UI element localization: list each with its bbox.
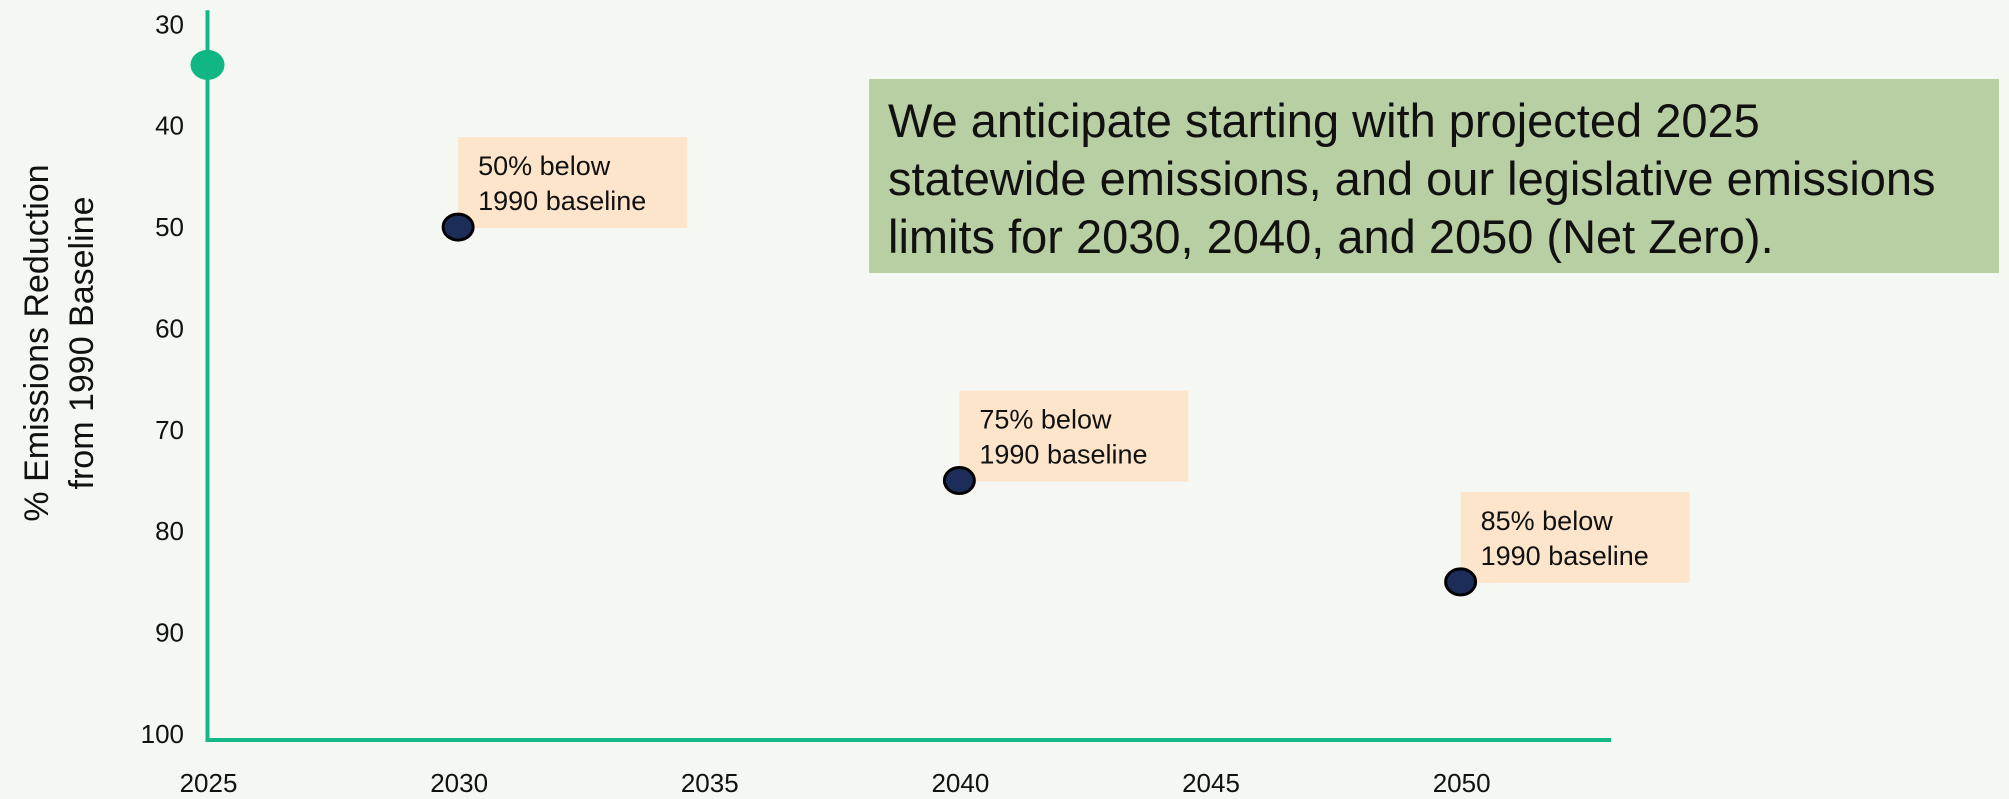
note-box xyxy=(869,79,1999,273)
x-tick-label: 2030 xyxy=(430,768,488,798)
annotation-text: 1990 baseline xyxy=(1481,541,1649,571)
annotation-box xyxy=(1460,491,1690,583)
x-tick-label: 2035 xyxy=(681,768,739,798)
y-tick-label: 60 xyxy=(155,313,184,343)
annotation-text: 1990 baseline xyxy=(979,440,1147,470)
note-text: statewide emissions, and our legislative… xyxy=(888,152,1936,205)
x-tick-label: 2050 xyxy=(1433,768,1491,798)
data-point xyxy=(1444,567,1478,597)
data-point xyxy=(190,49,225,80)
annotation-text: 85% below xyxy=(1481,506,1614,536)
data-point xyxy=(441,212,475,242)
annotation-text: 1990 baseline xyxy=(478,186,646,216)
y-tick-label: 80 xyxy=(155,516,184,546)
note-text: We anticipate starting with projected 20… xyxy=(888,94,1760,147)
y-tick-label: 70 xyxy=(155,415,184,445)
y-axis-label: from 1990 Baseline xyxy=(63,197,101,490)
annotation-box xyxy=(959,390,1189,482)
y-tick-label: 100 xyxy=(141,719,184,749)
y-tick-label: 30 xyxy=(155,9,184,39)
annotation-text: 50% below xyxy=(478,151,611,181)
x-tick-label: 2025 xyxy=(180,768,238,798)
annotation-box xyxy=(458,137,688,229)
y-axis-label: % Emissions Reduction xyxy=(18,164,56,521)
note-text: limits for 2030, 2040, and 2050 (Net Zer… xyxy=(888,210,1774,263)
x-tick-label: 2040 xyxy=(931,768,989,798)
y-tick-label: 90 xyxy=(155,618,184,648)
y-tick-label: 50 xyxy=(155,212,184,242)
y-tick-label: 40 xyxy=(155,111,184,141)
x-tick-label: 2045 xyxy=(1182,768,1240,798)
annotation-text: 75% below xyxy=(979,405,1112,435)
data-point xyxy=(942,466,976,496)
